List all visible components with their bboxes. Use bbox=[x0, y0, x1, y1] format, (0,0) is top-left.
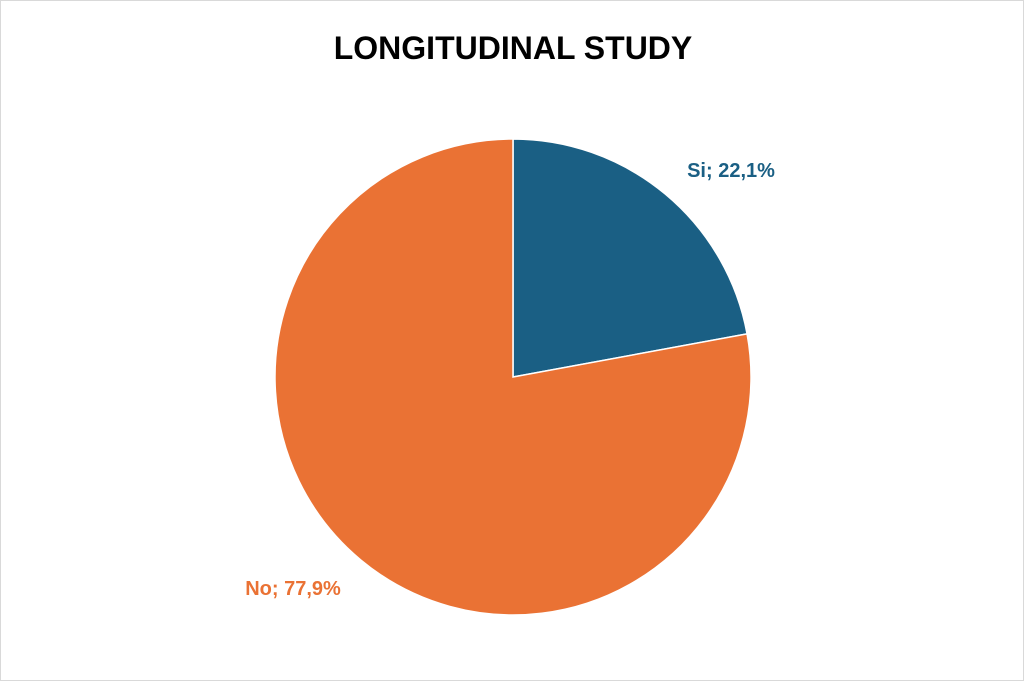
chart-title: LONGITUDINAL STUDY bbox=[334, 30, 693, 66]
pie-slice-si bbox=[512, 138, 748, 378]
data-label-si: Si; 22,1% bbox=[687, 160, 775, 182]
pie-slice-no bbox=[274, 138, 752, 616]
data-label-no: No; 77,9% bbox=[245, 578, 341, 600]
